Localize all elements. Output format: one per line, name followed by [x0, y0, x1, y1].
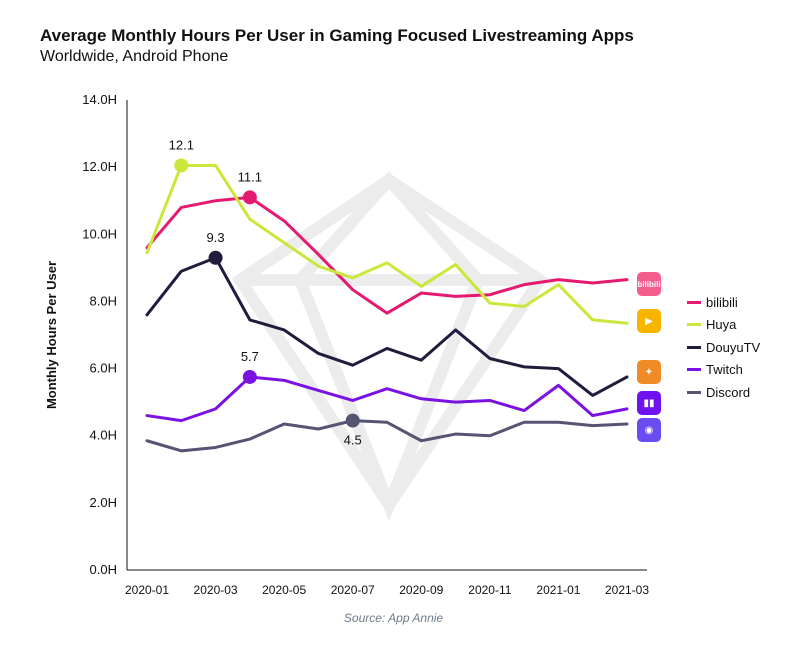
y-tick-label: 6.0H	[90, 361, 117, 376]
legend-swatch	[687, 300, 701, 304]
x-tick-label: 2020-11	[468, 583, 511, 597]
x-tick-label: 2020-07	[331, 583, 375, 597]
legend-label: Twitch	[706, 362, 743, 378]
data-label-huya: 12.1	[169, 137, 194, 152]
y-tick-label: 12.0H	[82, 159, 117, 174]
data-label-twitch: 5.7	[241, 349, 259, 364]
series-line-huya	[145, 163, 629, 325]
twitch-logo-icon: ▮▮	[637, 391, 661, 415]
huya-logo-icon: ▶	[637, 309, 661, 333]
x-tick-label: 2020-05	[262, 583, 306, 597]
legend-item-bilibili: bilibili	[687, 291, 760, 314]
x-tick-label: 2020-09	[399, 583, 443, 597]
annotation-layer: 12.1 11.1 9.3 5.7 4.5	[169, 137, 362, 447]
legend-item-douyutv: DouyuTV	[687, 336, 760, 359]
legend-item-huya: Huya	[687, 314, 760, 337]
discord-logo-icon: ◉	[637, 418, 661, 442]
x-tick-label: 2021-03	[605, 583, 649, 597]
y-tick-label: 2.0H	[90, 495, 117, 510]
data-marker-douyutv	[208, 250, 223, 265]
watermark-diamond-icon	[231, 170, 549, 522]
x-tick-label: 2020-03	[194, 583, 238, 597]
data-marker-bilibili	[242, 190, 257, 205]
series-line-douyutv	[145, 256, 629, 397]
data-label-douyutv: 9.3	[207, 230, 225, 245]
chart-legend: bilibili Huya DouyuTV Twitch Discord	[687, 291, 760, 404]
y-axis-title: Monthly Hours Per User	[44, 261, 59, 409]
data-label-bilibili: 11.1	[238, 169, 262, 184]
legend-item-twitch: Twitch	[687, 359, 760, 382]
y-tick-label: 4.0H	[90, 428, 117, 443]
legend-swatch	[687, 368, 701, 372]
data-label-discord: 4.5	[344, 433, 362, 448]
y-tick-label: 10.0H	[82, 226, 117, 241]
series-line-discord	[145, 419, 629, 453]
chart-subtitle: Worldwide, Android Phone	[40, 48, 229, 65]
legend-swatch	[687, 345, 701, 349]
bilibili-logo-icon: bilibili	[637, 272, 661, 296]
legend-swatch	[687, 323, 701, 327]
legend-label: bilibili	[706, 294, 738, 310]
y-tick-label: 0.0H	[90, 562, 117, 577]
legend-label: Discord	[706, 384, 751, 400]
axes: 0.0H 2.0H 4.0H 6.0H 8.0H 10.0H 12.0H 14.0H Month…	[44, 92, 649, 597]
legend-label: DouyuTV	[706, 339, 761, 355]
y-tick-label: 8.0H	[90, 293, 117, 308]
chart-title: Average Monthly Hours Per User in Gaming…	[40, 26, 634, 45]
line-chart: 0.0H 2.0H 4.0H 6.0H 8.0H 10.0H 12.0H 14.0H Month…	[44, 92, 649, 597]
data-marker-twitch	[242, 369, 257, 384]
series-line-twitch	[145, 375, 629, 423]
data-marker-discord	[345, 413, 360, 428]
y-tick-label: 14.0H	[82, 92, 117, 107]
series-layer	[145, 163, 629, 453]
series-line-bilibili	[145, 195, 629, 315]
data-marker-huya	[174, 158, 189, 173]
source-note: Source: App Annie	[343, 611, 444, 625]
legend-label: Huya	[706, 317, 737, 333]
legend-item-discord: Discord	[687, 381, 760, 404]
x-tick-label: 2020-01	[125, 583, 169, 597]
legend-swatch	[687, 390, 701, 394]
x-tick-label: 2021-01	[536, 583, 580, 597]
douyu-logo-icon: ✦	[637, 360, 661, 384]
